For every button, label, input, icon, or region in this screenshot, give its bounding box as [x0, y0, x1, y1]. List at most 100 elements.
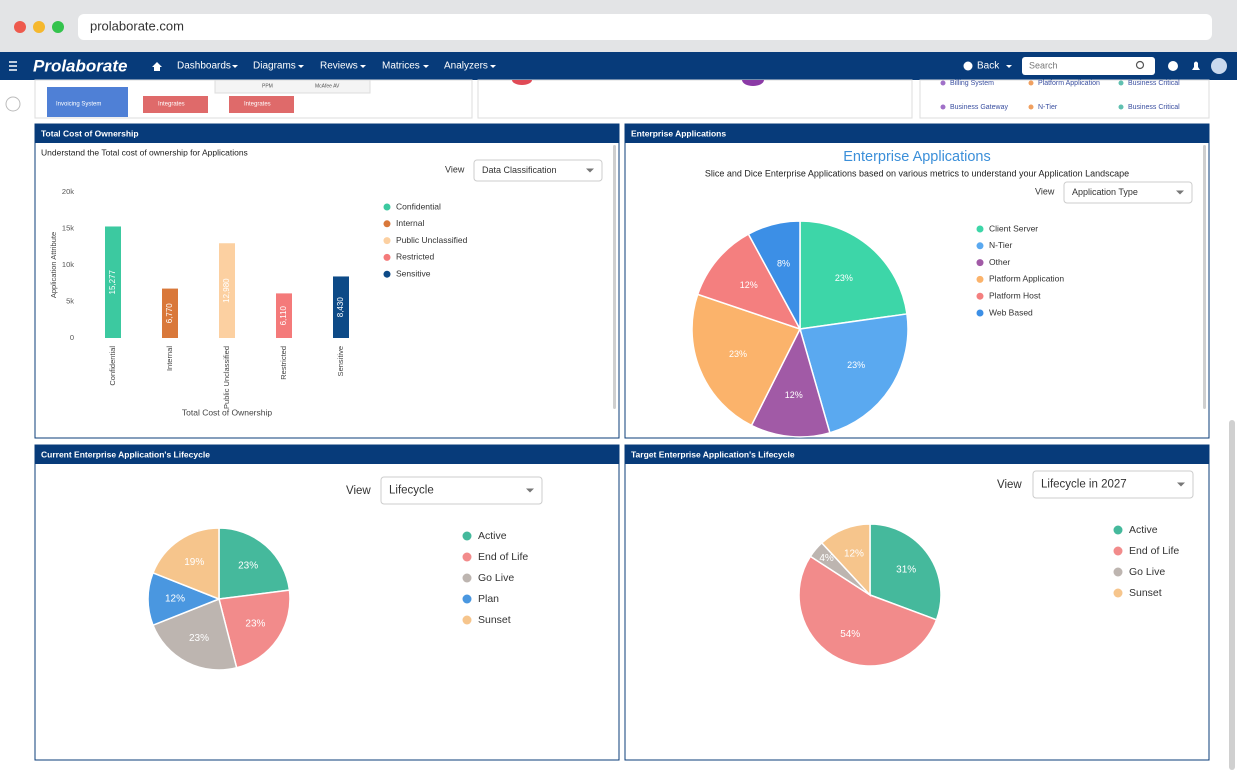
legend-label: Plan	[478, 593, 499, 605]
legend-swatch	[383, 270, 391, 278]
y-tick-label: 15k	[62, 223, 74, 232]
node-label: Invoicing System	[56, 102, 101, 108]
window-maximize[interactable]	[52, 21, 64, 33]
sidebar-toggle[interactable]	[5, 96, 21, 112]
dropdown-caret	[1177, 482, 1185, 487]
x-tick-label: Restricted	[279, 346, 288, 380]
list-label: Business Gateway	[950, 104, 1008, 111]
node-label: Integrates	[158, 102, 185, 108]
logo[interactable]: Prolaborate	[33, 56, 127, 75]
window-minimize[interactable]	[33, 21, 45, 33]
window-close[interactable]	[14, 21, 26, 33]
legend-swatch	[383, 220, 391, 228]
slice-label: 23%	[729, 349, 747, 359]
avatar[interactable]	[1211, 58, 1227, 74]
x-tick-label: Confidential	[108, 346, 117, 386]
panel-header	[35, 445, 619, 464]
diagram-node	[229, 96, 294, 113]
bar-value-label: 12,980	[222, 278, 231, 303]
nav-menu[interactable]: Diagrams	[253, 61, 296, 72]
view-dropdown[interactable]	[380, 476, 543, 505]
nav-menu[interactable]: Matrices	[382, 61, 420, 72]
panel-header	[35, 124, 619, 143]
slice-label: 8%	[777, 258, 790, 268]
partial-shape	[742, 80, 764, 86]
panel-header	[625, 124, 1209, 143]
bar-value-label: 6,770	[165, 303, 174, 324]
list-label: Business Critical	[1128, 104, 1180, 111]
legend-swatch	[976, 309, 984, 317]
search-icon[interactable]	[1135, 60, 1145, 70]
nav-menu[interactable]: Reviews	[320, 61, 358, 72]
pie-slice	[820, 523, 871, 597]
x-tick-label: Internal	[165, 346, 174, 371]
legend-swatch	[462, 531, 472, 541]
bar-value-label: 8,430	[336, 297, 345, 318]
help-icon[interactable]	[1168, 61, 1178, 71]
y-tick-label: 10k	[62, 260, 74, 269]
panel-title: Total Cost of Ownership	[41, 128, 139, 138]
slice-label: 12%	[165, 594, 185, 605]
menu-icon[interactable]	[9, 61, 17, 71]
top-panel	[919, 79, 1210, 119]
legend-swatch	[383, 237, 391, 245]
node-label: McAfee AV	[315, 83, 340, 89]
pie-slice	[799, 220, 908, 330]
panel-title: Target Enterprise Application's Lifecycl…	[631, 449, 795, 459]
pie-slice	[799, 313, 909, 434]
list-label: Platform Application	[1038, 80, 1100, 87]
top-panel	[477, 79, 913, 119]
list-dot	[940, 80, 946, 86]
slice-label: 54%	[840, 629, 860, 640]
url: prolaborate.com	[90, 18, 184, 33]
panel-title: Current Enterprise Application's Lifecyc…	[41, 449, 210, 459]
legend-swatch	[976, 259, 984, 267]
legend-swatch	[1113, 546, 1123, 556]
menu-carets	[232, 65, 1012, 68]
legend-label: Other	[989, 257, 1010, 267]
legend-swatch	[976, 275, 984, 283]
legend-swatch	[1113, 525, 1123, 535]
page-scrollbar[interactable]	[1229, 420, 1235, 770]
bar-value-label: 15,277	[108, 269, 117, 294]
legend-swatch	[462, 594, 472, 604]
panel-scrollbar[interactable]	[613, 145, 616, 409]
nav-menu[interactable]: Analyzers	[444, 61, 488, 72]
pie-slice	[152, 597, 238, 671]
panel-scrollbar[interactable]	[1203, 145, 1206, 409]
search-box[interactable]	[1022, 57, 1155, 75]
legend-label: Go Live	[478, 572, 514, 584]
home-icon[interactable]	[152, 62, 162, 71]
view-dropdown[interactable]	[473, 159, 603, 182]
view-value: Lifecycle in 2027	[1041, 479, 1127, 491]
bell-icon[interactable]	[1192, 61, 1200, 71]
pie-slice	[750, 326, 831, 438]
view-dropdown[interactable]	[1032, 470, 1194, 499]
view-label: View	[346, 485, 371, 497]
legend-label: Platform Application	[989, 274, 1064, 284]
view-dropdown[interactable]	[1063, 181, 1193, 204]
nav-menu[interactable]: Dashboards	[177, 61, 231, 72]
list-dot	[1028, 80, 1034, 86]
legend-swatch	[976, 225, 984, 233]
legend-label: End of Life	[1129, 545, 1179, 557]
legend-label: Web Based	[989, 307, 1033, 317]
bar	[162, 288, 178, 338]
slice-label: 31%	[896, 565, 916, 576]
slice-label: 19%	[184, 557, 204, 568]
list-label: N-Tier	[1038, 104, 1058, 111]
pie-slice	[218, 527, 291, 600]
legend-swatch	[462, 552, 472, 562]
diagram-node	[47, 87, 128, 117]
back-icon[interactable]	[963, 61, 973, 71]
view-value: Lifecycle	[389, 485, 434, 497]
legend-swatch	[383, 203, 391, 211]
y-axis-title: Application Attribute	[49, 232, 58, 298]
view-label: View	[445, 164, 465, 174]
back-button[interactable]: Back	[977, 61, 1000, 72]
url-bar[interactable]	[78, 14, 1212, 40]
legend-swatch	[383, 253, 391, 261]
slice-label: 12%	[740, 280, 758, 290]
node-label: Integrates	[244, 102, 271, 108]
legend-label: End of Life	[478, 551, 528, 563]
